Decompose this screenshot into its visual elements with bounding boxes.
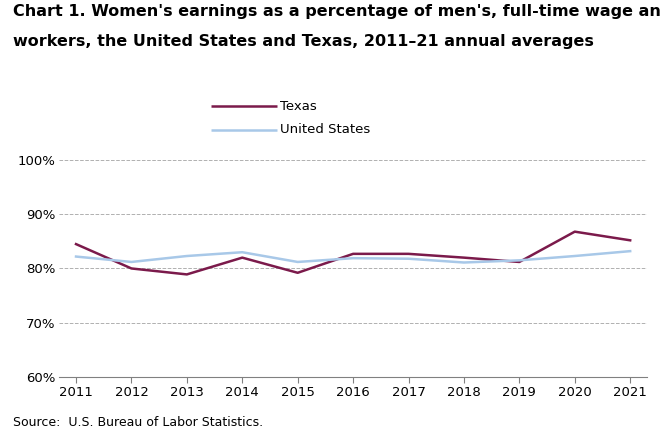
Text: United States: United States [280, 123, 371, 136]
Text: Source:  U.S. Bureau of Labor Statistics.: Source: U.S. Bureau of Labor Statistics. [13, 416, 263, 429]
Text: Texas: Texas [280, 100, 317, 113]
Text: Chart 1. Women's earnings as a percentage of men's, full-time wage and salary: Chart 1. Women's earnings as a percentag… [13, 4, 660, 19]
Text: workers, the United States and Texas, 2011–21 annual averages: workers, the United States and Texas, 20… [13, 34, 594, 49]
